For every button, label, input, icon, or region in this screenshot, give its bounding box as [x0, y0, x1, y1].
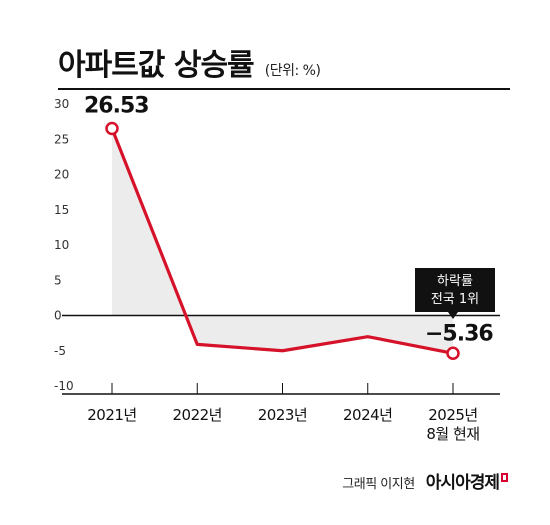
y-tick-label: 25 — [54, 132, 69, 146]
series-line — [110, 126, 455, 355]
callout-text: 하락률 — [437, 274, 473, 289]
x-tick-label: 8월 현재 — [426, 425, 479, 443]
axes-layer: 30 25 20 15 10 5 0 -5 -10 2021년 2022년 2023년 2024년 202… — [54, 97, 500, 443]
callout-box — [415, 268, 495, 312]
publisher-logo: 아시아경제 — [425, 473, 500, 493]
y-tick-label: 10 — [54, 238, 69, 252]
data-point-marker — [105, 121, 119, 136]
logo-mark-icon — [501, 473, 508, 482]
chart-title: 아파트값 상승률 — [58, 48, 255, 83]
unit-label: (단위: %) — [264, 63, 321, 79]
points-layer — [105, 121, 460, 361]
credit-text: 그래픽 이지현 — [342, 477, 415, 492]
x-tick-label: 2023년 — [258, 406, 307, 424]
y-tick-label: 20 — [54, 168, 69, 182]
header-rule — [58, 88, 510, 90]
x-tick-label: 2021년 — [87, 406, 136, 424]
data-point-marker — [446, 346, 460, 361]
series-line-layer — [110, 126, 455, 355]
x-tick-label: 2024년 — [343, 406, 392, 424]
chart-header: 아파트값 상승률 (단위: %) — [58, 40, 321, 84]
area-fill — [112, 128, 453, 354]
area-fill-layer — [112, 128, 453, 354]
y-tick-label: -5 — [54, 344, 66, 358]
credit-row: 그래픽 이지현 아시아경제 — [342, 468, 508, 493]
y-tick-label: 5 — [54, 273, 62, 287]
callout-pointer — [448, 312, 458, 319]
x-tick-label: 2025년 — [428, 406, 477, 424]
data-label: −5.36 — [425, 321, 493, 346]
y-tick-label: 30 — [54, 97, 69, 111]
x-tick-label: 2022년 — [173, 406, 222, 424]
y-tick-label: 0 — [54, 309, 62, 323]
y-tick-label: -10 — [54, 379, 74, 393]
y-tick-label: 15 — [54, 203, 69, 217]
callout-text: 전국 1위 — [431, 292, 479, 307]
data-label: 26.53 — [84, 93, 149, 118]
